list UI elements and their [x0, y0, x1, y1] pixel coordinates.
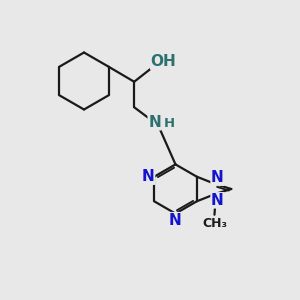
Text: CH₃: CH₃: [202, 217, 227, 230]
Text: N: N: [211, 170, 224, 185]
Text: N: N: [169, 213, 182, 228]
Text: N: N: [142, 169, 155, 184]
Text: N: N: [148, 115, 161, 130]
Text: N: N: [211, 193, 224, 208]
Text: H: H: [164, 117, 175, 130]
Text: OH: OH: [151, 54, 176, 69]
